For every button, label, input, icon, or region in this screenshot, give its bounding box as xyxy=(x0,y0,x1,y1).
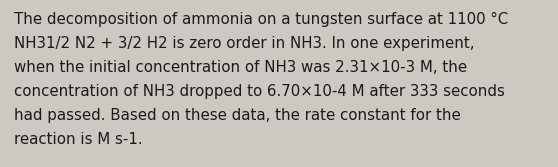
Text: The decomposition of ammonia on a tungsten surface at 1100 °C: The decomposition of ammonia on a tungst… xyxy=(14,12,508,27)
Text: concentration of NH3 dropped to 6.70×10-4 M after 333 seconds: concentration of NH3 dropped to 6.70×10-… xyxy=(14,84,505,99)
Text: when the initial concentration of NH3 was 2.31×10-3 M, the: when the initial concentration of NH3 wa… xyxy=(14,60,467,75)
Text: NH31/2 N2 + 3/2 H2 is zero order in NH3. In one experiment,: NH31/2 N2 + 3/2 H2 is zero order in NH3.… xyxy=(14,36,474,51)
Text: reaction is M s-1.: reaction is M s-1. xyxy=(14,132,143,147)
Text: had passed. Based on these data, the rate constant for the: had passed. Based on these data, the rat… xyxy=(14,108,461,123)
